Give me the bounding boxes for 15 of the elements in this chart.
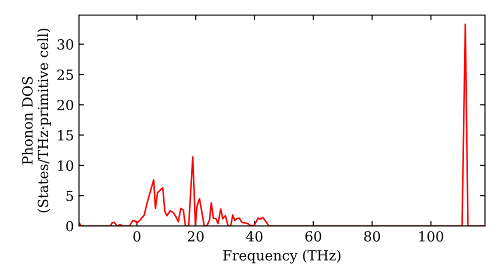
x-tick-label: 0 (133, 231, 140, 242)
y-tick-label: 30 (58, 39, 74, 50)
x-tick-label: 100 (419, 231, 444, 242)
y-tick-label: 0 (66, 220, 74, 232)
y-axis-title: Phonon DOS (States/THz·primitive cell) (22, 28, 51, 212)
y-tick-label: 5 (66, 190, 74, 202)
y-tick-label: 15 (58, 130, 74, 141)
x-tick-label: 40 (246, 231, 262, 242)
x-axis-title: Frequency (THz) (223, 250, 340, 264)
x-tick-label: 20 (188, 231, 204, 242)
y-tick-label: 25 (57, 69, 74, 80)
x-tick-label: 60 (305, 231, 322, 242)
y-tick-label: 10 (58, 160, 74, 171)
x-tick-label: 80 (364, 231, 380, 242)
y-tick-label: 20 (57, 100, 74, 110)
